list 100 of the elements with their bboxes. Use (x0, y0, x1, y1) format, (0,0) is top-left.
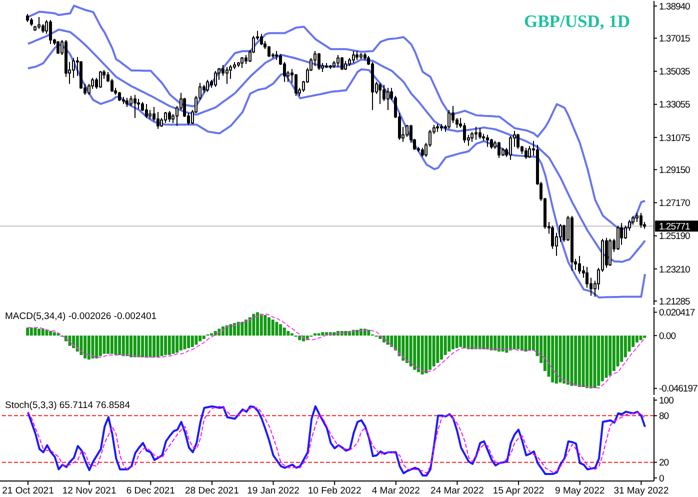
bar (160, 336, 164, 356)
candlestick (509, 135, 512, 160)
candlestick (214, 70, 217, 88)
bar (367, 330, 370, 336)
candlestick (72, 57, 75, 78)
candlestick (421, 147, 424, 158)
chart-title: MACD(5,34,4) -0.002026 -0.002401 (5, 311, 157, 322)
bar (608, 336, 612, 376)
bar (38, 328, 41, 336)
candlestick (463, 122, 466, 144)
bar (356, 330, 359, 336)
bar (528, 336, 532, 350)
bar (298, 336, 302, 340)
bar (80, 336, 83, 355)
y-tick-label: 1.35035 (659, 66, 690, 78)
bar (41, 328, 44, 336)
candlestick (640, 212, 642, 228)
bar (240, 322, 244, 336)
candlestick (49, 20, 52, 44)
candlestick (528, 145, 531, 158)
candlestick (110, 78, 114, 92)
candlestick (268, 45, 270, 58)
chart-title: Stoch(5,3,3) 65.7114 76.8584 (5, 400, 130, 410)
candlestick (294, 74, 298, 96)
bar (402, 336, 405, 361)
bar (76, 336, 79, 352)
x-tick-label: 15 Apr 2022 (492, 486, 544, 497)
y-tick-label: 1.33055 (659, 100, 690, 111)
y-tick-label: 1.29150 (659, 165, 690, 176)
bar (236, 322, 240, 336)
bar (202, 336, 206, 339)
candlestick (352, 50, 355, 64)
bar (420, 336, 424, 374)
bar (405, 336, 408, 363)
bar (566, 336, 570, 385)
y-tick-label: 1.23210 (659, 264, 690, 276)
candlestick (168, 110, 171, 122)
candlestick (620, 222, 623, 246)
candlestick (378, 82, 382, 104)
candlestick (260, 33, 263, 46)
x-tick-label: 4 Mar 2022 (372, 486, 420, 497)
bar (282, 328, 286, 336)
y-tick-label: 80 (659, 411, 669, 422)
bar (114, 336, 118, 355)
bar (432, 336, 436, 366)
y-tick-label: 0.020417 (659, 308, 695, 319)
bar (589, 336, 592, 388)
candlestick (156, 111, 160, 130)
bar (34, 328, 37, 336)
bar (214, 331, 217, 336)
x-tick-label: 10 Feb 2022 (308, 486, 362, 497)
bar (168, 336, 171, 355)
candlestick (524, 147, 528, 160)
candlestick (38, 16, 40, 30)
bar (424, 336, 428, 374)
y-tick-label: 100 (659, 395, 674, 406)
bar (398, 336, 401, 356)
bar (462, 336, 466, 348)
bar (524, 336, 528, 352)
candlestick (616, 225, 620, 250)
bar (26, 328, 30, 336)
bar (198, 336, 202, 342)
candlestick (636, 212, 638, 222)
y-tick-label: 1.21285 (659, 296, 690, 308)
bar (490, 336, 493, 350)
bar (562, 336, 566, 384)
bar (264, 315, 267, 336)
bar (194, 336, 198, 345)
bar (252, 314, 256, 336)
candlestick (470, 131, 474, 142)
candlestick (275, 50, 278, 60)
bar (118, 336, 122, 355)
bar (49, 331, 52, 336)
bar (229, 324, 232, 336)
bar (482, 336, 486, 350)
bar (604, 336, 608, 378)
candlestick (118, 91, 121, 102)
bar (578, 336, 581, 387)
bar (593, 336, 596, 388)
bar (428, 336, 432, 370)
bar (45, 330, 48, 336)
candlestick (559, 223, 562, 242)
bar (436, 336, 440, 363)
bar (152, 336, 156, 358)
candlestick (314, 50, 316, 67)
x-tick-label: 6 Dec 2021 (126, 486, 175, 497)
bar (148, 336, 152, 358)
candlestick (448, 109, 450, 130)
y-tick-label: 0 (659, 473, 664, 484)
bar (87, 336, 90, 360)
candlestick (56, 40, 60, 54)
bar (478, 336, 482, 350)
x-tick-label: 24 Mar 2022 (430, 486, 484, 497)
bar (122, 336, 125, 356)
bar (497, 336, 500, 352)
candlestick (164, 111, 167, 124)
bar (110, 336, 114, 354)
bar (505, 336, 508, 353)
bar (98, 336, 102, 356)
bar (183, 336, 186, 350)
